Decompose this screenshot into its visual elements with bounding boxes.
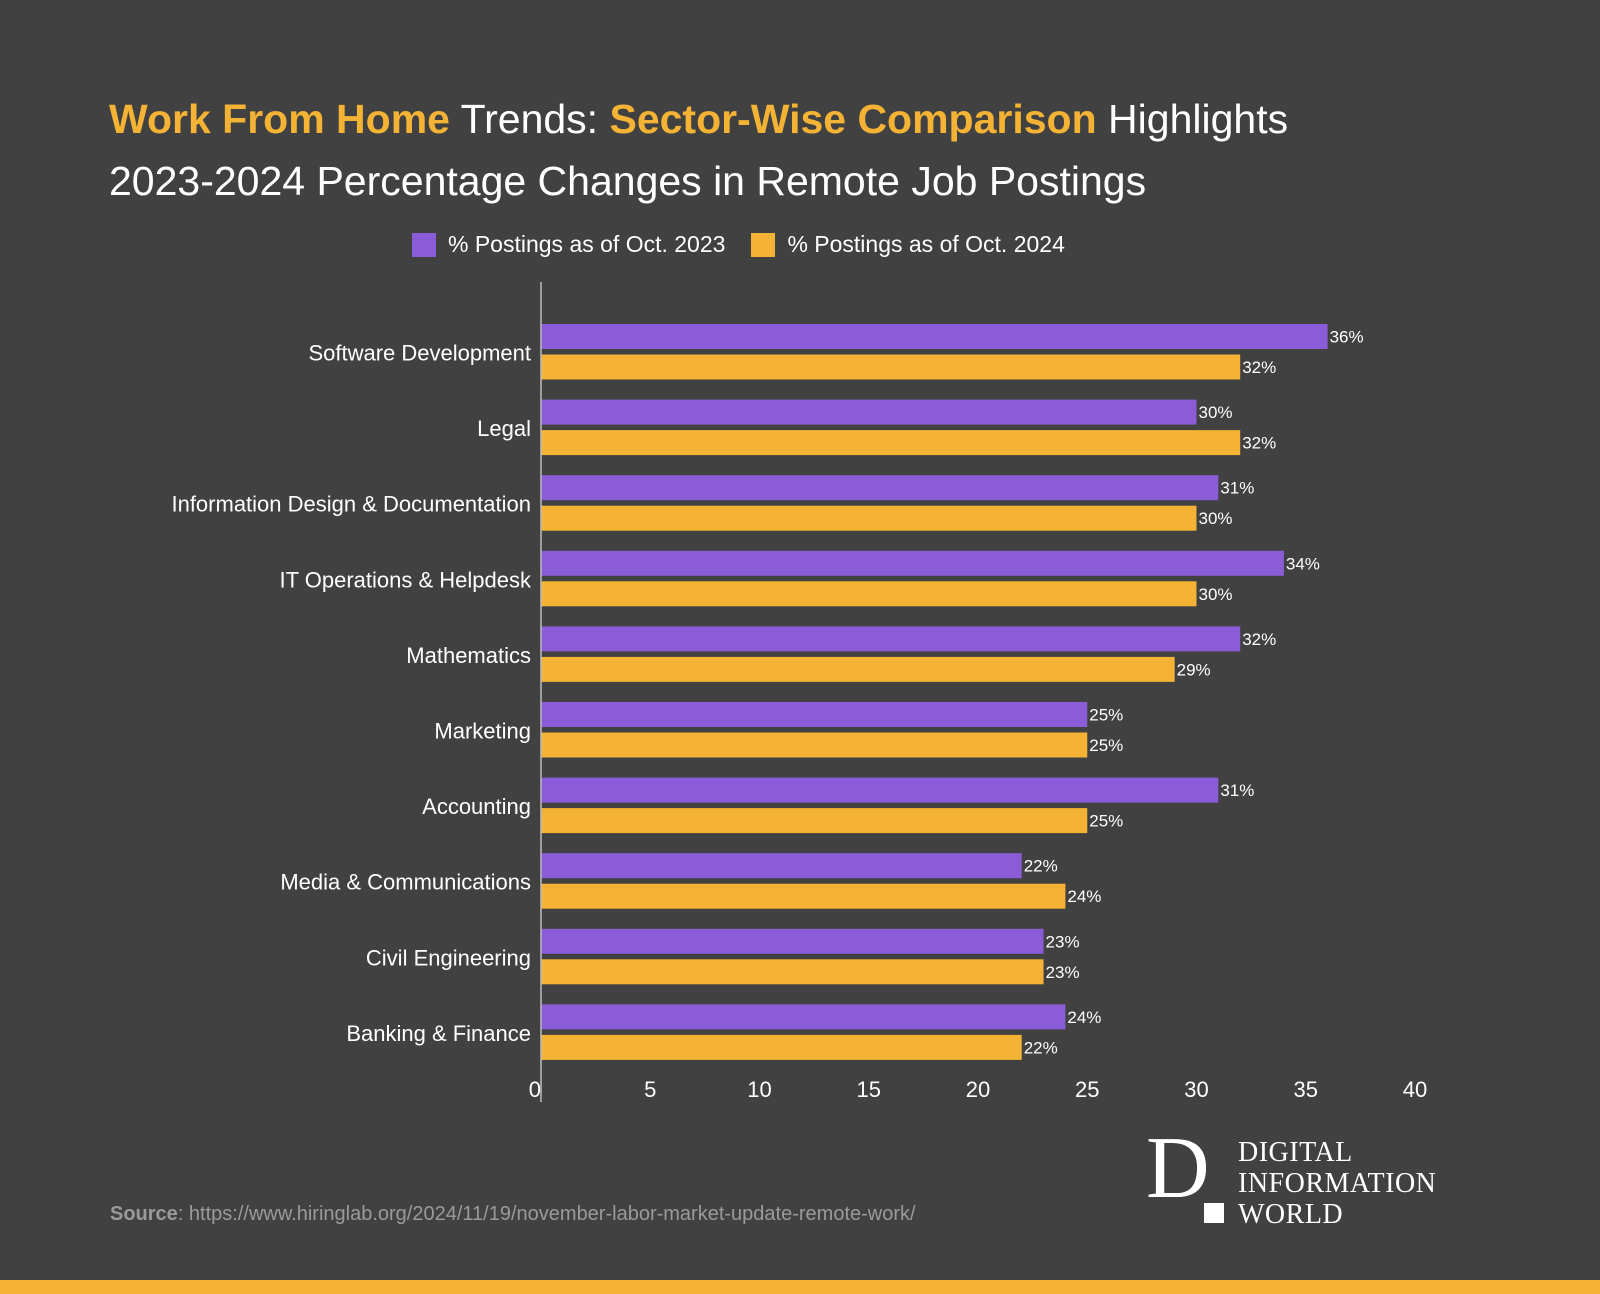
bar-2024 [541,959,1044,985]
title-highlight-sector: Sector-Wise Comparison [609,96,1097,142]
data-label: 32% [1242,358,1276,377]
bottom-accent-bar [0,1280,1600,1294]
bar-2024 [541,354,1241,380]
bar-2023 [541,399,1197,425]
category-label: Mathematics [406,643,531,668]
bar-2024 [541,505,1197,531]
data-label: 30% [1199,585,1233,604]
bar-2023 [541,626,1241,652]
x-tick-label: 30 [1184,1077,1208,1102]
chart-title: Work From Home Trends: Sector-Wise Compa… [109,88,1288,212]
bar-2024 [541,883,1066,909]
data-label: 24% [1067,1008,1101,1027]
logo-square [1204,1203,1224,1223]
bar-2024 [541,808,1088,834]
legend-item-2024: % Postings as of Oct. 2024 [751,231,1065,258]
bar-2023 [541,475,1219,501]
chart-title-line1: Work From Home Trends: Sector-Wise Compa… [109,88,1288,150]
category-label: Banking & Finance [346,1021,531,1046]
bar-2023 [541,324,1328,349]
bar-2024 [541,732,1088,758]
category-label: IT Operations & Helpdesk [280,567,532,592]
data-label: 25% [1089,706,1123,725]
data-label: 31% [1220,479,1254,498]
x-tick-label: 5 [644,1077,656,1102]
legend-label-2024: % Postings as of Oct. 2024 [787,231,1065,257]
category-label: Marketing [434,719,531,744]
source-label: Source [110,1203,178,1225]
legend-label-2023: % Postings as of Oct. 2023 [448,231,726,257]
x-tick-label: 40 [1403,1077,1427,1102]
x-tick-label: 35 [1294,1077,1318,1102]
x-tick-label: 0 [529,1077,541,1102]
data-label: 32% [1242,630,1276,649]
bar-2024 [541,581,1197,607]
logo-letter: D [1146,1120,1210,1217]
title-text-highlights: Highlights [1096,96,1289,142]
title-highlight-wfh: Work From Home [109,96,450,142]
bar-2024 [541,1034,1022,1060]
bar-2023 [541,777,1219,803]
source-url: : https://www.hiringlab.org/2024/11/19/n… [177,1203,916,1225]
logo-line-1: DIGITAL [1238,1137,1353,1168]
legend-swatch-2023 [412,232,436,257]
data-label: 25% [1089,812,1123,831]
x-tick-label: 25 [1075,1077,1099,1102]
legend-item-2023: % Postings as of Oct. 2023 [412,231,725,258]
data-label: 23% [1046,963,1080,982]
bar-2023 [541,853,1022,879]
chart-title-line2: 2023-2024 Percentage Changes in Remote J… [109,158,1147,204]
bar-2023 [541,1004,1066,1030]
logo-wordmark: DIGITAL INFORMATION WORLD [1238,1137,1436,1230]
logo: D DIGITAL INFORMATION WORLD [1146,1121,1436,1233]
category-label: Accounting [422,794,531,819]
category-label: Civil Engineering [366,945,531,970]
category-label: Software Development [308,341,531,366]
category-label: Legal [477,416,531,441]
data-label: 29% [1177,660,1211,679]
logo-line-3: WORLD [1238,1199,1344,1230]
data-label: 30% [1199,509,1233,528]
bar-2024 [541,656,1175,682]
bar-chart: Software Development 36% 32% Legal 30% 32% Inf… [171,282,1427,1102]
bar-2023 [541,928,1044,954]
data-label: 31% [1220,781,1254,800]
category-label: Media & Communications [280,870,531,895]
data-label: 30% [1199,403,1233,422]
bar-2024 [541,430,1241,456]
bar-2023 [541,550,1284,576]
data-label: 22% [1024,1038,1058,1057]
source-note: Source: https://www.hiringlab.org/2024/1… [110,1203,916,1226]
data-label: 36% [1330,328,1364,347]
category-label: Information Design & Documentation [171,492,531,517]
bar-2023 [541,702,1088,727]
x-tick-label: 10 [747,1077,771,1102]
title-text-trends: Trends: [449,96,610,142]
data-label: 25% [1089,736,1123,755]
logo-line-2: INFORMATION [1238,1168,1437,1199]
data-label: 34% [1286,554,1320,573]
data-label: 24% [1067,887,1101,906]
data-label: 22% [1024,857,1058,876]
data-label: 23% [1046,932,1080,951]
data-label: 32% [1242,434,1276,453]
legend-swatch-2024 [751,232,776,257]
x-tick-label: 15 [857,1077,881,1102]
chart-legend: % Postings as of Oct. 2023 % Postings as… [412,231,1091,258]
x-tick-label: 20 [966,1077,990,1102]
